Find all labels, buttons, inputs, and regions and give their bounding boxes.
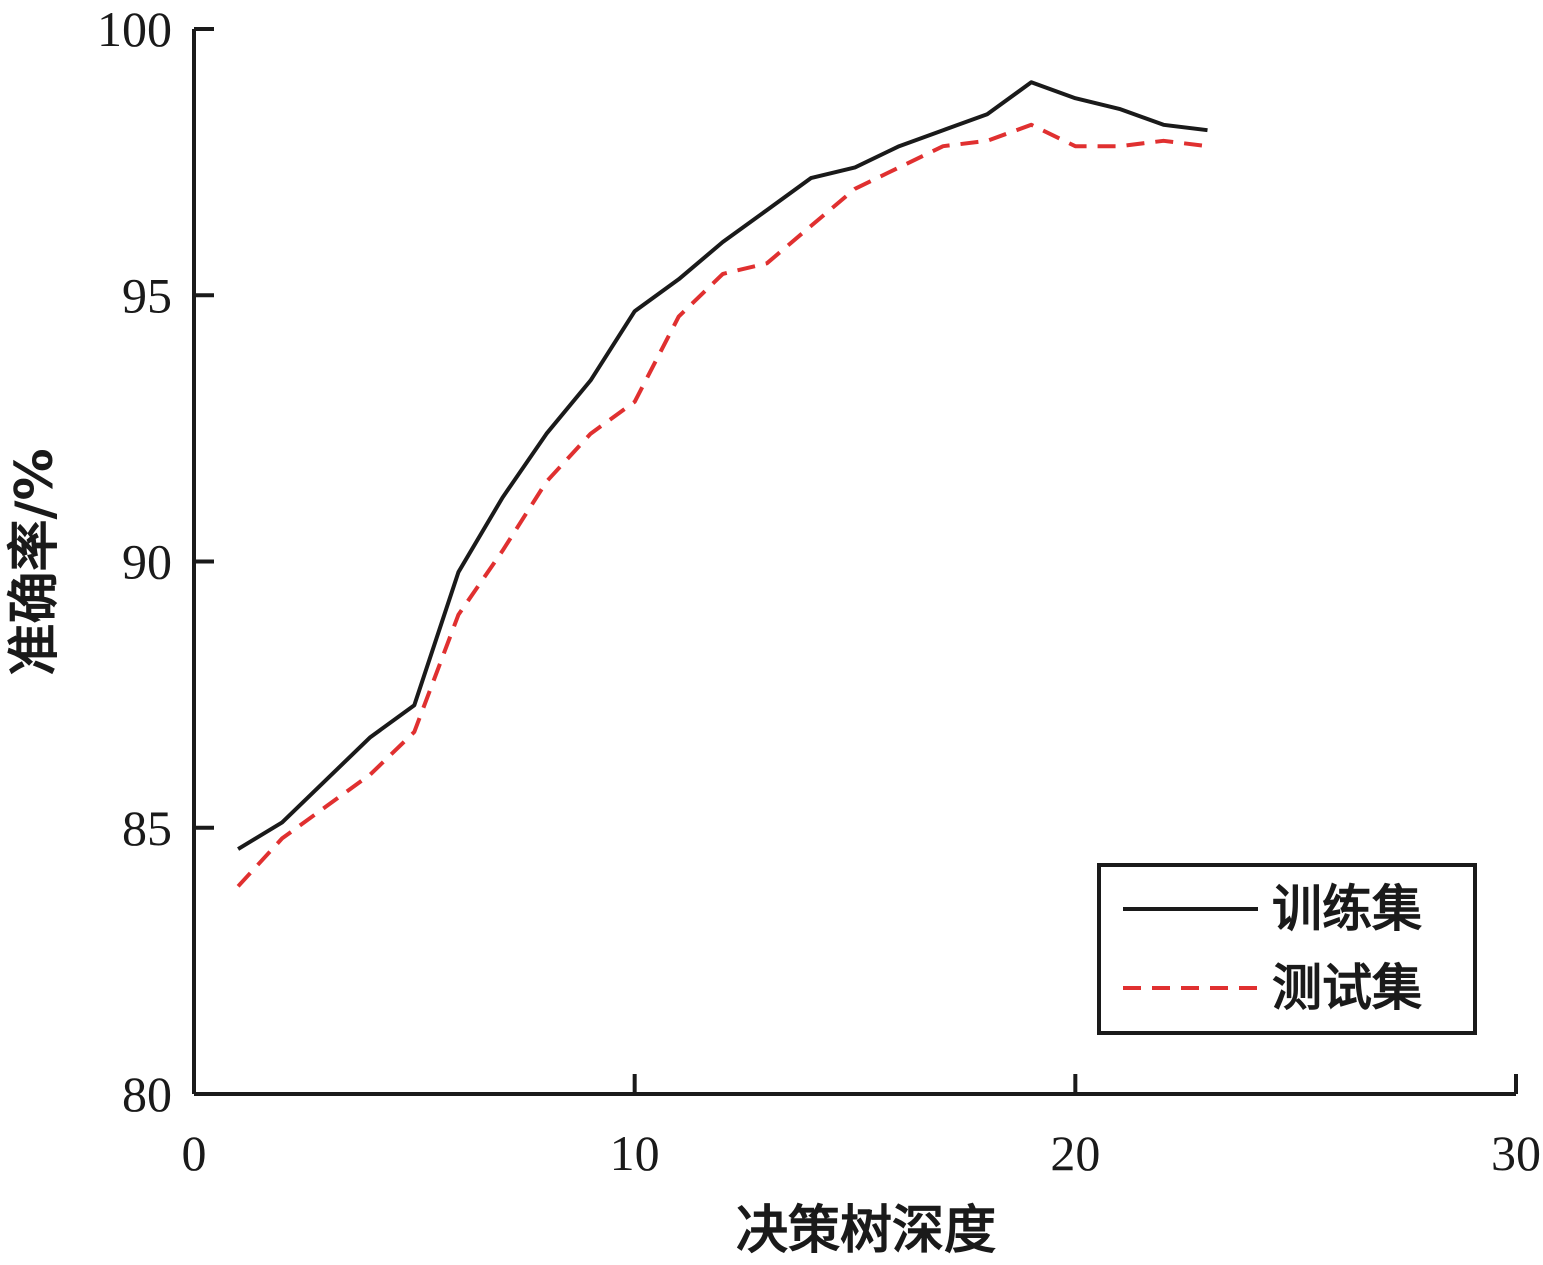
legend-box	[1097, 863, 1477, 1035]
axes: 0 10 20 30 80 85 90 95 100	[97, 1, 1541, 1181]
legend: 训练集 测试集	[1097, 863, 1477, 1035]
y-tick-label: 95	[122, 267, 172, 323]
legend-label-train: 训练集	[1272, 880, 1422, 938]
x-tick-label: 0	[182, 1125, 207, 1181]
x-axis-title: 决策树深度	[736, 1201, 996, 1261]
x-tick-label: 30	[1491, 1125, 1541, 1181]
series-line-test	[236, 122, 1208, 888]
x-tick-label: 10	[610, 1125, 660, 1181]
y-tick-label: 80	[122, 1066, 172, 1122]
series-layer	[236, 80, 1208, 888]
y-tick-label: 85	[122, 800, 172, 856]
y-tick-label: 90	[122, 534, 172, 590]
x-tick-label: 20	[1050, 1125, 1100, 1181]
y-axis-title: 准确率/%	[5, 448, 65, 675]
series-line-train	[237, 80, 1208, 851]
legend-label-test: 测试集	[1272, 959, 1422, 1017]
y-tick-label: 100	[97, 1, 172, 57]
